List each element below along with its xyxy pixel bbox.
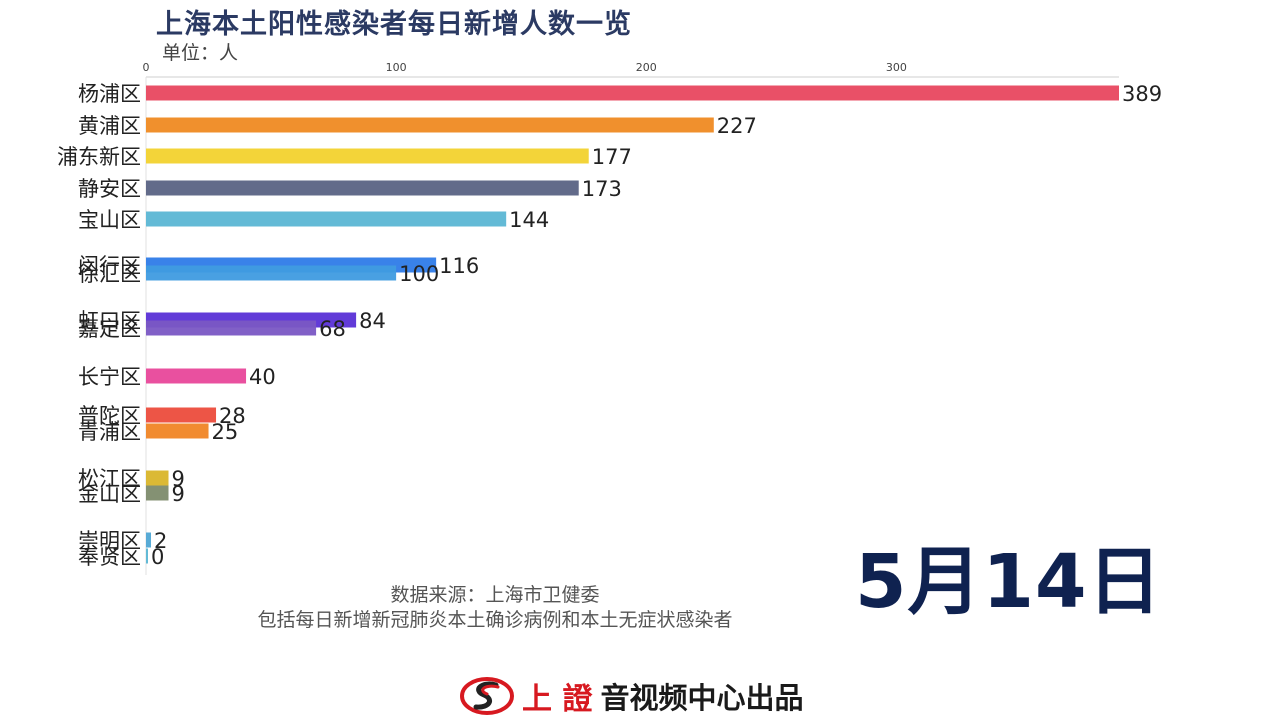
value-label: 84 — [359, 309, 386, 333]
category-label: 崇明区 — [78, 529, 141, 553]
x-tick-label: 100 — [386, 61, 407, 74]
value-label: 116 — [439, 254, 479, 278]
bar — [146, 211, 507, 227]
bar — [146, 320, 317, 336]
value-label: 25 — [212, 420, 239, 444]
chart-title: 上海本土阳性感染者每日新增人数一览 — [156, 9, 632, 40]
bar — [146, 148, 589, 164]
category-label: 闵行区 — [78, 254, 141, 278]
bar — [146, 548, 148, 564]
bar — [146, 423, 209, 439]
source-line: 数据来源：上海市卫健委 — [390, 584, 600, 606]
category-label: 杨浦区 — [78, 82, 141, 106]
footer-text: 音视频中心出品 — [600, 681, 804, 715]
category-label: 长宁区 — [78, 365, 141, 389]
value-label: 144 — [509, 208, 549, 232]
value-label: 28 — [219, 404, 246, 428]
value-label: 100 — [399, 262, 439, 286]
category-label: 徐汇区 — [78, 262, 141, 286]
category-label: 虹口区 — [78, 309, 141, 333]
value-label: 2 — [154, 529, 167, 553]
bar — [146, 485, 169, 501]
value-label: 0 — [151, 545, 164, 569]
value-label: 173 — [582, 177, 622, 201]
bar — [146, 407, 217, 423]
bar — [146, 265, 397, 281]
category-label: 青浦区 — [78, 420, 141, 444]
value-label: 9 — [172, 482, 185, 506]
category-label: 嘉定区 — [78, 317, 141, 341]
category-label: 浦东新区 — [57, 145, 141, 169]
value-label: 68 — [319, 317, 346, 341]
category-label: 静安区 — [78, 177, 141, 201]
bar — [146, 180, 579, 196]
bar — [146, 470, 169, 486]
footer-credit: 上 證 音视频中心出品 — [460, 676, 804, 717]
category-label: 松江区 — [78, 467, 141, 491]
category-label: 奉贤区 — [78, 545, 141, 569]
date-label: 5月14日 — [855, 539, 1163, 625]
bar — [146, 85, 1119, 101]
value-label: 40 — [249, 365, 276, 389]
value-label: 177 — [592, 145, 632, 169]
value-label: 389 — [1122, 82, 1162, 106]
category-label: 黄浦区 — [78, 114, 141, 138]
value-label: 9 — [172, 467, 185, 491]
bar — [146, 368, 247, 384]
category-label: 宝山区 — [78, 208, 141, 232]
bar — [146, 117, 714, 133]
x-tick-label: 300 — [886, 61, 907, 74]
swirl-logo-icon — [460, 677, 514, 715]
source-note: 包括每日新增新冠肺炎本土确诊病例和本土无症状感染者 — [257, 609, 733, 631]
value-label: 227 — [717, 114, 757, 138]
x-tick-label: 0 — [143, 61, 150, 74]
x-tick-label: 200 — [636, 61, 657, 74]
unit-label: 单位：人 — [162, 42, 239, 64]
category-label: 普陀区 — [78, 404, 141, 428]
category-label: 金山区 — [78, 482, 141, 506]
footer-brand: 上 證 — [522, 682, 593, 717]
bar — [146, 532, 152, 548]
